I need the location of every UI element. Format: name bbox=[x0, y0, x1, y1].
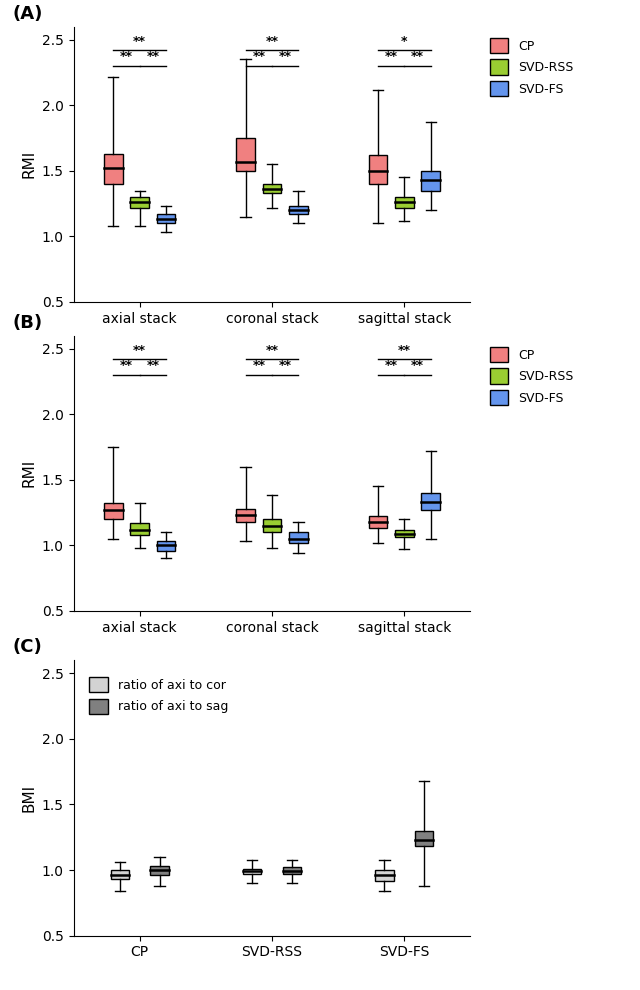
Bar bbox=[263, 519, 281, 533]
Text: (A): (A) bbox=[12, 5, 42, 23]
Bar bbox=[104, 503, 122, 519]
Text: **: ** bbox=[398, 344, 411, 356]
Bar bbox=[111, 870, 129, 879]
Y-axis label: RMI: RMI bbox=[21, 150, 36, 178]
Bar bbox=[131, 523, 149, 535]
Bar bbox=[131, 197, 149, 208]
Text: **: ** bbox=[147, 50, 159, 63]
Legend: CP, SVD-RSS, SVD-FS: CP, SVD-RSS, SVD-FS bbox=[484, 342, 579, 410]
Bar bbox=[263, 184, 281, 193]
Text: **: ** bbox=[385, 359, 397, 372]
Text: (C): (C) bbox=[12, 639, 42, 656]
Text: **: ** bbox=[120, 50, 133, 63]
Bar bbox=[289, 533, 308, 543]
Bar bbox=[422, 171, 440, 190]
Text: **: ** bbox=[120, 359, 133, 372]
Text: **: ** bbox=[266, 344, 278, 356]
Bar bbox=[422, 493, 440, 510]
Y-axis label: RMI: RMI bbox=[21, 459, 36, 487]
Bar bbox=[415, 831, 433, 846]
Text: **: ** bbox=[252, 359, 265, 372]
Text: **: ** bbox=[133, 344, 146, 356]
Y-axis label: BMI: BMI bbox=[21, 784, 36, 812]
Text: **: ** bbox=[411, 50, 424, 63]
Legend: CP, SVD-RSS, SVD-FS: CP, SVD-RSS, SVD-FS bbox=[484, 33, 579, 101]
Text: **: ** bbox=[279, 359, 292, 372]
Text: **: ** bbox=[279, 50, 292, 63]
Text: **: ** bbox=[147, 359, 159, 372]
Bar bbox=[157, 214, 175, 224]
Bar bbox=[236, 139, 255, 171]
Text: (B): (B) bbox=[12, 314, 42, 332]
Text: **: ** bbox=[266, 35, 278, 48]
Bar bbox=[104, 153, 122, 184]
Bar bbox=[369, 155, 387, 184]
Bar bbox=[283, 867, 301, 874]
Text: **: ** bbox=[385, 50, 397, 63]
Bar bbox=[236, 509, 255, 522]
Bar bbox=[150, 866, 169, 875]
Bar bbox=[157, 542, 175, 550]
Bar bbox=[369, 517, 387, 529]
Legend: ratio of axi to cor, ratio of axi to sag: ratio of axi to cor, ratio of axi to sag bbox=[84, 672, 233, 719]
Text: **: ** bbox=[133, 35, 146, 48]
Bar bbox=[375, 870, 394, 880]
Bar bbox=[289, 206, 308, 214]
Text: **: ** bbox=[411, 359, 424, 372]
Bar bbox=[395, 530, 413, 538]
Text: **: ** bbox=[252, 50, 265, 63]
Bar bbox=[243, 868, 261, 874]
Bar bbox=[395, 197, 413, 208]
Text: *: * bbox=[401, 35, 408, 48]
